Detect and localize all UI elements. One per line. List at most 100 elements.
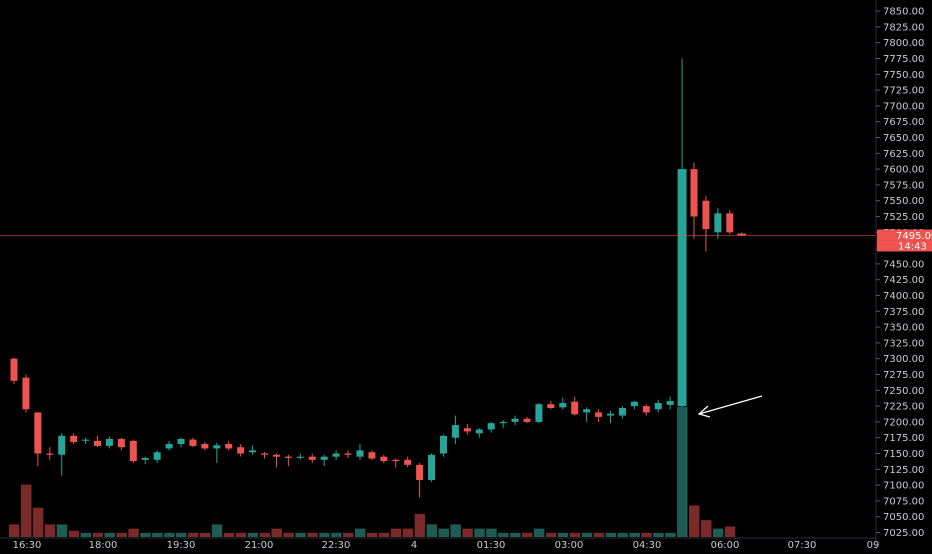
volume-bar bbox=[545, 532, 557, 537]
volume-bar bbox=[92, 532, 104, 537]
volume-bar bbox=[402, 528, 414, 537]
price-tick-label: 7575.00 bbox=[883, 180, 924, 191]
candle-body bbox=[535, 404, 543, 422]
volume-bar bbox=[116, 532, 127, 537]
volume-bar bbox=[653, 532, 664, 537]
price-tick-label: 7375.00 bbox=[883, 307, 924, 318]
volume-bar bbox=[617, 532, 628, 537]
candle-body bbox=[677, 169, 687, 407]
time-tick-label: 21:00 bbox=[245, 540, 274, 550]
candle-body bbox=[595, 412, 603, 417]
price-tick-label: 7150.00 bbox=[883, 449, 924, 460]
price-tick-label: 7125.00 bbox=[883, 465, 924, 476]
price-tick-label: 7425.00 bbox=[883, 275, 924, 286]
candle-body bbox=[105, 438, 113, 446]
candle-body bbox=[153, 452, 161, 460]
volume-bar bbox=[211, 524, 223, 537]
candle-body bbox=[737, 233, 747, 236]
volume-bar bbox=[450, 524, 461, 537]
volume-bar bbox=[307, 532, 318, 537]
current-price-label-bg bbox=[877, 229, 932, 241]
volume-bar bbox=[569, 532, 581, 537]
volume-bar bbox=[128, 528, 139, 537]
candle-body bbox=[70, 435, 78, 443]
volume-bar bbox=[510, 532, 521, 537]
volume-bar bbox=[187, 532, 199, 537]
volume-bar bbox=[331, 532, 342, 537]
time-axis[interactable]: 16:30 18:00 19:30 21:00 22:30 4 01:30 03:00 04:3… bbox=[0, 537, 880, 551]
candle-body bbox=[428, 454, 436, 481]
price-tick-label: 7250.00 bbox=[883, 386, 924, 397]
candle-body bbox=[284, 456, 292, 458]
time-tick-label: 06:00 bbox=[711, 540, 740, 550]
candle-body bbox=[332, 453, 340, 457]
price-tick-label: 7700.00 bbox=[883, 101, 924, 112]
price-tick-label: 7450.00 bbox=[883, 259, 924, 270]
candle-body bbox=[237, 447, 245, 454]
candle-body bbox=[475, 429, 483, 434]
volume-bar bbox=[724, 526, 736, 537]
volume-bar bbox=[700, 520, 712, 537]
volume-bar bbox=[104, 532, 115, 537]
volume-bar bbox=[712, 528, 724, 537]
candle-body bbox=[117, 438, 125, 448]
price-tick-label: 7300.00 bbox=[883, 354, 924, 365]
candle-body bbox=[523, 418, 531, 422]
time-tick-label: 04:30 bbox=[633, 540, 662, 550]
volume-bar bbox=[259, 532, 271, 537]
candle-body bbox=[559, 402, 567, 408]
volume-bar bbox=[56, 524, 68, 537]
price-tick-label: 7100.00 bbox=[883, 481, 924, 492]
price-tick-label: 7350.00 bbox=[883, 323, 924, 334]
candle-body bbox=[201, 444, 209, 449]
volume-bar bbox=[199, 532, 211, 537]
volume-bar bbox=[533, 528, 545, 537]
volume-bar bbox=[176, 532, 187, 537]
volume-bar bbox=[474, 528, 485, 537]
candle-body bbox=[344, 453, 352, 455]
price-axis[interactable]: 7850.00 7825.00 7800.00 7775.00 7750.00 7725.… bbox=[875, 0, 924, 550]
candle-body bbox=[499, 421, 507, 424]
price-tick-label: 7325.00 bbox=[883, 338, 924, 349]
price-tick-label: 7850.00 bbox=[883, 7, 924, 18]
price-tick-label: 7075.00 bbox=[883, 496, 924, 507]
candle-body bbox=[82, 439, 90, 441]
volume-bar bbox=[629, 532, 640, 537]
volume-bar bbox=[689, 505, 700, 537]
time-tick-label: 09 bbox=[867, 540, 880, 550]
volume-bar bbox=[378, 532, 390, 537]
price-tick-label: 7175.00 bbox=[883, 433, 924, 444]
candle-body bbox=[463, 428, 471, 432]
volume-bar bbox=[343, 532, 354, 537]
candle-body bbox=[451, 425, 459, 438]
candle-body bbox=[356, 450, 364, 457]
candle-body bbox=[487, 423, 495, 430]
volume-bar bbox=[283, 532, 294, 537]
candle-body bbox=[177, 438, 185, 445]
candle-body bbox=[213, 445, 221, 449]
candle-body bbox=[261, 453, 269, 455]
volume-bar bbox=[271, 528, 282, 537]
time-tick-label: 4 bbox=[411, 540, 417, 550]
volume-bar bbox=[44, 524, 56, 537]
time-tick-label: 01:30 bbox=[477, 540, 506, 550]
candle-body bbox=[607, 413, 614, 416]
price-tick-label: 7050.00 bbox=[883, 512, 924, 523]
price-tick-label: 7650.00 bbox=[883, 133, 924, 144]
candle-body bbox=[511, 418, 519, 422]
candles-layer bbox=[10, 58, 747, 498]
volume-bar bbox=[641, 532, 652, 537]
candle-body bbox=[22, 377, 30, 410]
volume-bar bbox=[462, 528, 473, 537]
candle-body bbox=[320, 456, 328, 460]
candle-body bbox=[666, 401, 674, 405]
candle-body bbox=[46, 453, 54, 455]
candle-body bbox=[165, 444, 173, 449]
candle-body bbox=[272, 454, 280, 457]
volume-bar bbox=[366, 532, 378, 537]
volume-bar bbox=[247, 532, 259, 537]
volume-bar bbox=[140, 532, 151, 537]
price-tick-label: 7750.00 bbox=[883, 70, 924, 81]
